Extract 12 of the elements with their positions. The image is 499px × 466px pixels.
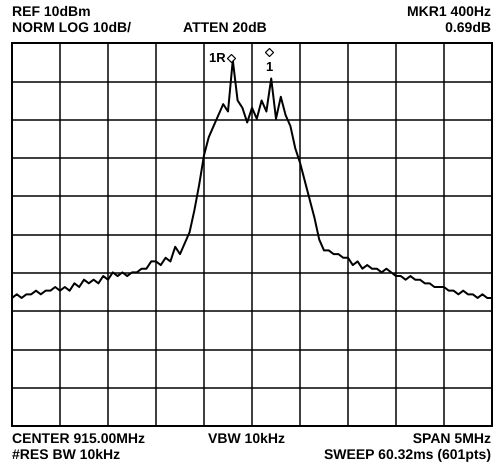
text: VBW 10kHz	[208, 430, 286, 446]
text: SPAN 5MHz	[412, 430, 491, 446]
text: MKR1 400Hz	[406, 3, 491, 19]
text: ATTEN 20dB	[183, 19, 267, 35]
annotation: 1	[266, 59, 274, 74]
text: CENTER 915.00MHz	[12, 430, 146, 446]
text: 0.69dB	[445, 19, 491, 35]
text: REF 10dBm	[12, 3, 91, 19]
annotation: 1R	[209, 50, 226, 65]
text: #RES BW 10kHz	[12, 446, 120, 462]
text: NORM LOG 10dB/	[12, 19, 132, 35]
text: SWEEP 60.32ms (601pts)	[324, 446, 491, 462]
